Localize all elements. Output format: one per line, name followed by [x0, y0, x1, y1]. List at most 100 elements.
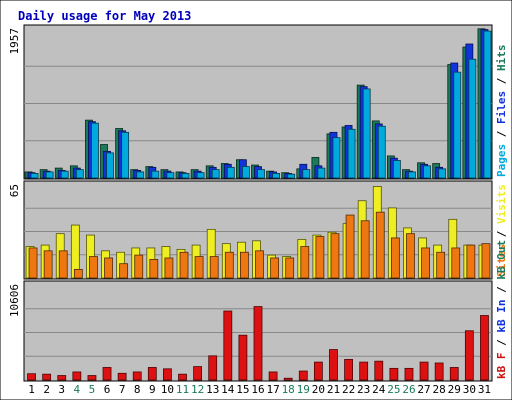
bar-kbytes-kb-f-day-7	[117, 372, 127, 381]
bar-hits-pages-day-22	[347, 128, 356, 179]
bar-hits-pages-day-12	[196, 172, 205, 179]
legend-entry: kB Out	[495, 240, 508, 280]
bar-hits-pages-day-5	[91, 122, 99, 179]
bar-hits-pages-day-31	[483, 30, 492, 179]
bar-visits-sites-day-6	[104, 257, 113, 279]
bar-visits-sites-day-15	[239, 251, 249, 279]
bar-visits-sites-day-9	[149, 258, 159, 279]
panel-hits: 1957 Pages / Files / Hits	[8, 24, 508, 180]
bar-visits-sites-day-11	[179, 251, 189, 279]
bar-hits-pages-day-14	[226, 166, 235, 179]
legend-entry: Hits	[495, 45, 508, 72]
bar-visits-sites-day-27	[421, 247, 430, 279]
bar-visits-sites-day-28	[436, 251, 446, 279]
x-tick-label: 14	[221, 383, 235, 396]
x-tick-label: 31	[478, 383, 491, 396]
legend-entry: kB F	[495, 353, 508, 380]
bar-kbytes-kb-f-day-2	[42, 373, 52, 381]
bar-visits-sites-day-31	[481, 243, 491, 279]
x-tick-label: 24	[372, 383, 386, 396]
panel-hits-max-label: 1957	[8, 28, 21, 55]
x-tick-label: 21	[327, 383, 340, 396]
panel-kbytes-legend: kB F / kB In / kB Out	[495, 240, 508, 379]
bar-visits-sites-day-29	[451, 247, 461, 279]
panel-visits: 65 Sites / Visits	[8, 180, 508, 280]
bar-hits-pages-day-29	[453, 71, 462, 179]
legend-separator: /	[495, 71, 508, 91]
bar-kbytes-kb-f-day-14	[223, 310, 233, 381]
legend-separator: /	[495, 224, 508, 244]
bar-hits-pages-day-30	[468, 58, 477, 179]
panel-kbytes-max-label: 10606	[8, 284, 21, 317]
legend-separator: /	[495, 333, 508, 353]
bar-visits-sites-day-19	[300, 246, 310, 279]
x-tick-label: 13	[206, 383, 219, 396]
x-tick-label: 9	[149, 383, 156, 396]
bar-hits-pages-day-11	[181, 173, 190, 179]
bar-hits-pages-day-15	[241, 166, 250, 179]
bar-visits-sites-day-4	[73, 269, 83, 279]
chart-panels: 1957 Pages / Files / Hits 65 Sites / Visits…	[8, 24, 508, 382]
bar-kbytes-kb-f-day-25	[389, 367, 399, 381]
bar-hits-pages-day-13	[211, 169, 220, 179]
x-tick-label: 25	[387, 383, 400, 396]
x-tick-label: 11	[176, 383, 189, 396]
legend-entry: Files	[495, 91, 508, 124]
legend-entry: Pages	[495, 144, 508, 177]
x-tick-label: 27	[417, 383, 430, 396]
x-tick-label: 18	[282, 383, 295, 396]
x-tick-label: 19	[297, 383, 310, 396]
bar-hits-pages-day-27	[423, 165, 431, 179]
x-tick-label: 2	[43, 383, 50, 396]
bar-kbytes-kb-f-day-8	[132, 371, 142, 381]
bar-hits-pages-day-24	[377, 125, 386, 179]
bar-hits-pages-day-7	[121, 131, 130, 179]
bar-visits-sites-day-1	[28, 247, 38, 279]
bar-kbytes-kb-f-day-12	[193, 366, 203, 381]
bar-visits-sites-day-25	[390, 237, 400, 279]
bar-kbytes-kb-f-day-15	[238, 334, 248, 381]
bar-kbytes-kb-f-day-6	[102, 367, 112, 381]
x-axis-labels: 1 2 3 4 5 6 7 8 9 10 11 12 13 14 15 16 17 18 19 20 21 22 23 24 2…	[28, 383, 491, 396]
bar-kbytes-kb-f-day-10	[163, 368, 172, 381]
x-tick-label: 26	[402, 383, 415, 396]
bar-hits-pages-day-17	[272, 173, 281, 179]
bar-visits-sites-day-3	[58, 250, 68, 279]
bar-visits-sites-day-22	[345, 214, 355, 279]
legend-entry: Sites	[495, 244, 508, 277]
x-tick-label: 10	[161, 383, 174, 396]
bar-hits-pages-day-2	[45, 171, 54, 179]
bar-visits-sites-day-18	[285, 257, 295, 279]
bar-visits-sites-day-24	[375, 211, 385, 279]
bar-kbytes-kb-f-day-20	[313, 361, 323, 381]
chart-title: Daily usage for May 2013	[18, 9, 191, 23]
x-tick-label: 7	[119, 383, 126, 396]
x-tick-label: 28	[433, 383, 446, 396]
bar-hits-pages-day-23	[362, 88, 371, 179]
x-tick-label: 8	[134, 383, 141, 396]
bar-kbytes-kb-f-day-28	[434, 362, 444, 381]
bar-hits-pages-day-28	[438, 168, 447, 179]
bar-kbytes-kb-f-day-27	[419, 361, 429, 381]
x-tick-label: 3	[58, 383, 65, 396]
bar-visits-sites-day-8	[134, 254, 144, 279]
bar-hits-pages-day-4	[75, 169, 84, 179]
bar-kbytes-kb-f-day-9	[147, 367, 157, 381]
bar-visits-sites-day-30	[466, 244, 476, 279]
panel-hits-legend: Pages / Files / Hits	[495, 45, 508, 178]
legend-separator: /	[495, 280, 508, 300]
bar-hits-pages-day-3	[60, 170, 69, 179]
bar-kbytes-kb-f-day-31	[480, 315, 489, 381]
bar-kbytes-kb-f-day-18	[283, 377, 293, 381]
panel-visits-legend: Sites / Visits	[495, 184, 508, 277]
bar-kbytes-kb-f-day-19	[298, 370, 308, 381]
bar-kbytes-kb-f-day-3	[57, 375, 67, 381]
bar-kbytes-kb-f-day-26	[404, 367, 414, 381]
bar-kbytes-kb-f-day-30	[464, 330, 474, 381]
bar-visits-sites-day-26	[406, 233, 415, 279]
panel-visits-max-label: 65	[8, 184, 21, 197]
bar-hits-pages-day-25	[392, 160, 401, 179]
x-tick-label: 12	[191, 383, 204, 396]
